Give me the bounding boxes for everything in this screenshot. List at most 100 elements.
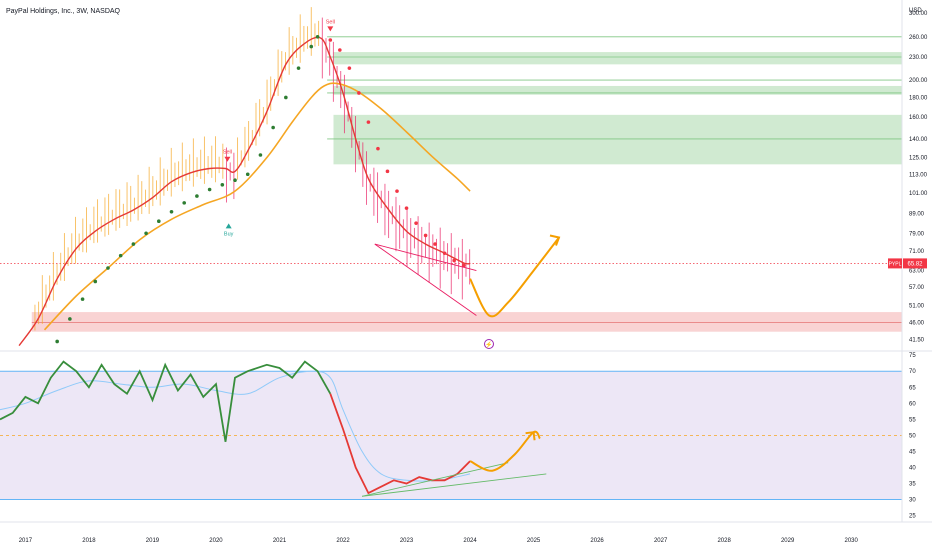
time-tick-label: 2026: [590, 538, 604, 544]
rsi-projection-arrow[interactable]: [469, 430, 541, 472]
price-tick-label: 101.00: [909, 191, 928, 197]
rsi-tick-label: 45: [909, 449, 916, 455]
axes[interactable]: 300.00 260.00 230.00 200.00 180.00 160.00 140.…: [19, 11, 928, 544]
time-tick-label: 2018: [82, 538, 96, 544]
price-tick-label: 113.00: [909, 172, 928, 178]
psar-dot-green: [233, 178, 237, 182]
time-tick-label: 2017: [19, 538, 33, 544]
price-tick-label: 89.00: [909, 212, 925, 218]
buy-label: Buy: [224, 231, 234, 237]
psar-dot-green: [106, 266, 110, 270]
time-tick-label: 2022: [336, 538, 350, 544]
projection-arrowhead: [549, 234, 561, 246]
price-tick-label: 180.00: [909, 95, 928, 101]
rsi-tick-label: 50: [909, 433, 916, 439]
psar-dot-green: [309, 44, 314, 49]
sell-label: Sell: [223, 150, 232, 156]
time-tick-label: 2024: [463, 538, 477, 544]
psar-dot-red: [433, 242, 437, 246]
price-tick-label: 260.00: [909, 35, 928, 41]
rsi-tick-label: 30: [909, 498, 916, 504]
psar-dot-red: [452, 258, 456, 263]
rsi-pane: [0, 360, 902, 501]
price-tick-label: 41.50: [909, 337, 925, 343]
psar-dot-green: [68, 317, 72, 321]
price-tick-label: 300.00: [909, 11, 928, 17]
channel-line[interactable]: [374, 243, 477, 272]
currency-label: USD: [909, 8, 922, 14]
price-tick-label: 140.00: [909, 137, 928, 143]
rsi-tick-label: 70: [909, 369, 916, 375]
psar-dot-green: [315, 35, 320, 39]
price-pane: Sell Sell Buy: [0, 7, 903, 346]
psar-dot-green: [195, 194, 199, 198]
psar-dot-green: [296, 66, 301, 70]
price-tick-label: 230.00: [909, 55, 928, 61]
price-tick-label: 71.00: [909, 249, 925, 255]
psar-dot-red: [385, 169, 390, 174]
psar-dot-green: [144, 231, 148, 236]
psar-dot-red: [328, 38, 333, 42]
time-tick-label: 2023: [400, 538, 414, 544]
price-tick-label: 79.00: [909, 231, 925, 237]
rsi-tick-label: 60: [909, 401, 916, 407]
resistance-zone[interactable]: [333, 52, 902, 65]
psar-dot-red: [376, 146, 380, 151]
psar-dot-green: [157, 219, 161, 224]
support-zone[interactable]: [31, 312, 903, 332]
psar-dot-red: [395, 189, 399, 193]
rsi-tick-label: 35: [909, 482, 916, 488]
rsi-signal-line: [0, 370, 471, 482]
rsi-tick-label: 65: [909, 385, 916, 391]
time-tick-label: 2020: [209, 538, 223, 544]
price-tick-label: 63.00: [909, 269, 925, 275]
sell-label: Sell: [326, 19, 335, 25]
psar-dot-red: [404, 206, 409, 210]
buy-marker-icon: [225, 223, 232, 229]
psar-dot-green: [118, 253, 123, 258]
last-price-label: 65.82: [907, 262, 923, 268]
psar-dot-green: [258, 153, 263, 157]
time-tick-label: 2019: [146, 538, 160, 544]
psar-dot-green: [284, 95, 288, 100]
events-icon[interactable]: ⚡: [484, 339, 494, 349]
rsi-tick-label: 25: [909, 514, 916, 520]
rsi-line-red: [329, 393, 471, 495]
sell-marker-icon: [327, 26, 334, 32]
psar-dot-red: [461, 263, 466, 268]
time-tick-label: 2029: [781, 538, 795, 544]
time-tick-label: 2028: [717, 538, 731, 544]
psar-dot-green: [271, 125, 275, 130]
price-tick-label: 160.00: [909, 115, 928, 121]
psar-dot-green: [245, 172, 250, 177]
projection-arrow[interactable]: [469, 236, 560, 318]
time-tick-label: 2030: [845, 538, 859, 544]
price-tick-label: 200.00: [909, 78, 928, 84]
psar-dot-green: [55, 339, 59, 344]
psar-dot-green: [182, 201, 187, 205]
price-tick-label: 57.00: [909, 285, 925, 291]
rsi-projection-arrowhead: [525, 431, 536, 441]
price-tick-label: 125.00: [909, 156, 928, 162]
symbol-badge: [888, 258, 902, 269]
resistance-zone[interactable]: [333, 114, 902, 165]
psar-dot-red: [442, 251, 447, 256]
psar-dot-red: [414, 221, 418, 225]
psar-dot-green: [131, 242, 136, 246]
psar-dot-green: [80, 297, 85, 301]
resistance-zone[interactable]: [333, 85, 902, 95]
psar-dot-green: [93, 279, 98, 284]
psar-dot-red: [347, 66, 352, 70]
rsi-line-green: [0, 360, 332, 442]
psar-dot-green: [220, 183, 225, 187]
svg-text:⚡: ⚡: [485, 341, 492, 349]
price-tick-label: 51.00: [909, 303, 925, 309]
time-tick-label: 2027: [654, 538, 668, 544]
ma-line: [43, 82, 471, 331]
channel-line[interactable]: [374, 243, 477, 316]
symbol-badge-label: PYPL: [889, 262, 902, 268]
psar-dot-red: [366, 120, 371, 124]
rsi-channel-line[interactable]: [362, 473, 547, 497]
